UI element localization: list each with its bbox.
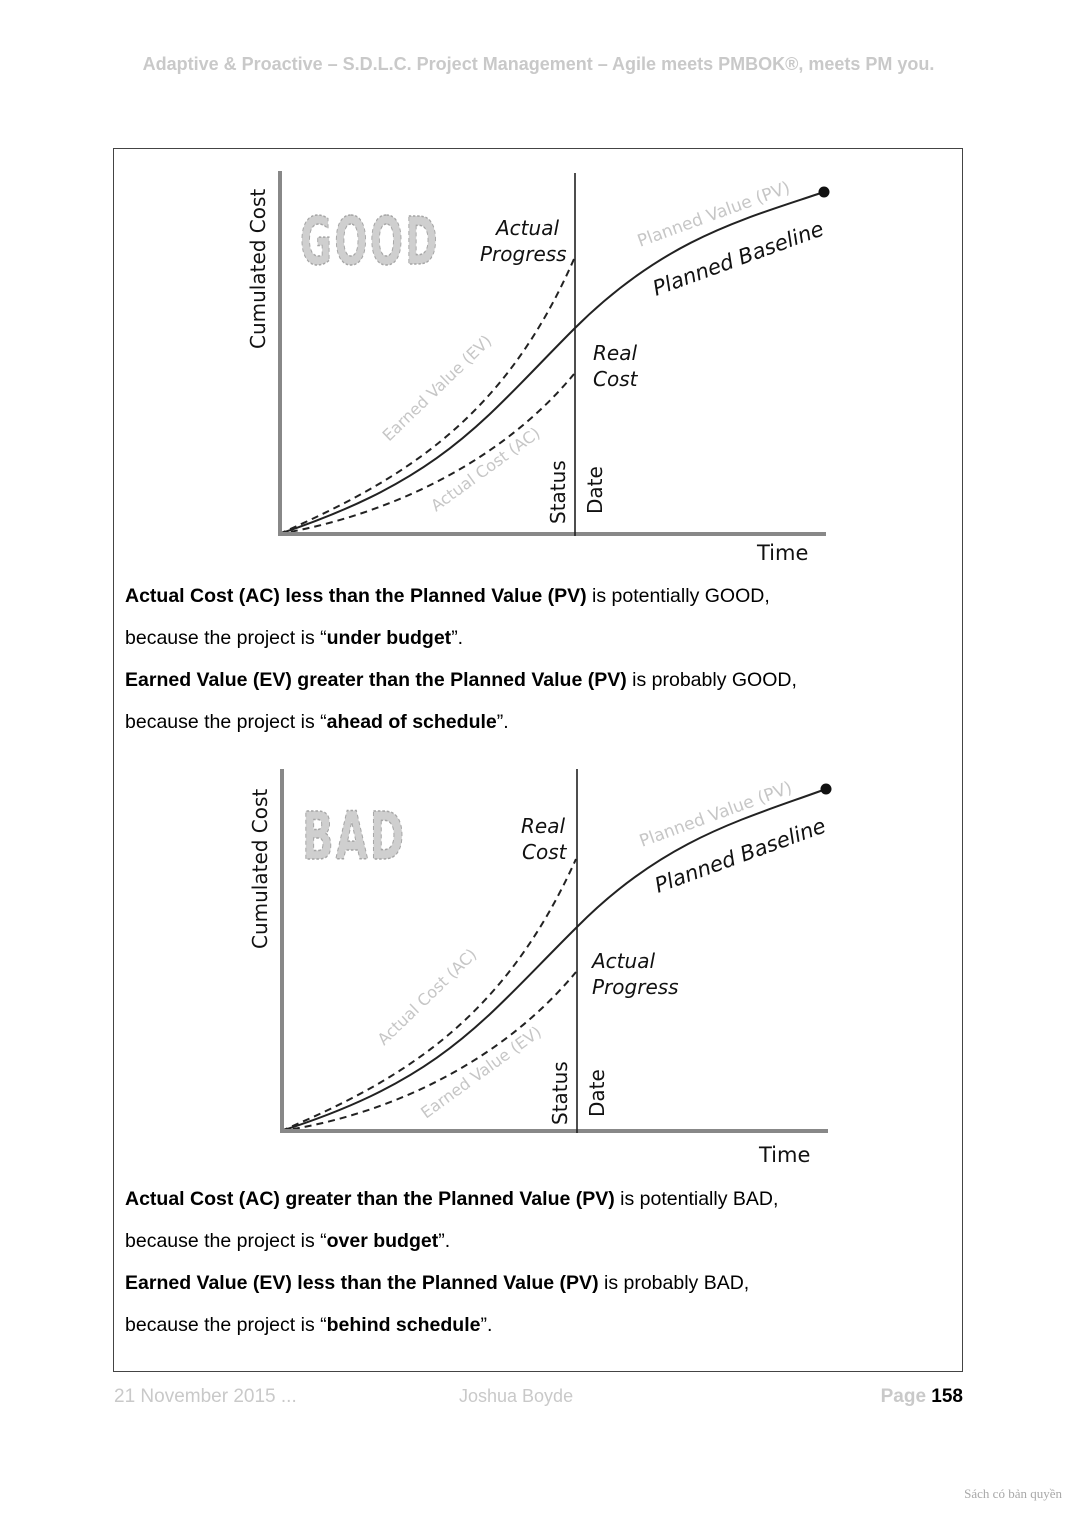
bad-line-4: because the project is “behind schedule”… (125, 1314, 493, 1336)
x-axis-label: Time (756, 541, 808, 565)
planned-baseline-curve (278, 191, 825, 535)
bad-line-1: Actual Cost (AC) greater than the Planne… (125, 1188, 779, 1210)
bad-stamp: BAD (302, 798, 406, 875)
baseline-end-dot (818, 186, 830, 198)
good-line-1: Actual Cost (AC) less than the Planned V… (125, 585, 770, 607)
bad-evm-figure: BAD Cumulated Cost Time Status Date Plan… (248, 769, 832, 1167)
lower-label-line2: Cost (593, 367, 639, 391)
running-header: Adaptive & Proactive – S.D.L.C. Project … (142, 54, 935, 74)
baseline-end-dot (820, 783, 832, 795)
good-evm-figure: GOOD Cumulated Cost Time Status Date Pla… (246, 171, 830, 565)
y-axis-label: Cumulated Cost (246, 189, 270, 349)
footer-date: 21 November 2015 ... (114, 1386, 297, 1407)
upper-label-line2: Cost (522, 840, 568, 864)
good-stamp: GOOD (300, 203, 440, 280)
upper-curve-label: Earned Value (EV) (379, 331, 496, 445)
lower-dashed-curve (278, 373, 575, 535)
good-line-2: because the project is “under budget”. (125, 627, 464, 649)
lower-curve-label: Earned Value (EV) (417, 1022, 545, 1122)
upper-label-line2: Progress (480, 242, 567, 266)
lower-label-line2: Progress (592, 975, 679, 999)
upper-curve-label: Actual Cost (AC) (374, 945, 481, 1049)
good-explanation: Actual Cost (AC) less than the Planned V… (125, 581, 945, 749)
footer-page-number: Page 158 (880, 1386, 963, 1407)
y-axis-label: Cumulated Cost (248, 789, 272, 949)
upper-dashed-curve (280, 858, 577, 1132)
upper-label-line1: Real (521, 814, 565, 838)
content-frame: GOOD Cumulated Cost Time Status Date Pla… (113, 148, 963, 1372)
footer-author: Joshua Boyde (459, 1386, 574, 1406)
good-line-4: because the project is “ahead of schedul… (125, 711, 509, 733)
date-label: Date (585, 1069, 609, 1117)
upper-dashed-curve (278, 258, 575, 535)
copyright-watermark: Sách có bản quyền (964, 1486, 1062, 1501)
lower-dashed-curve (280, 971, 577, 1132)
x-axis-label: Time (758, 1143, 810, 1167)
lower-label-line1: Real (593, 341, 637, 365)
good-line-3: Earned Value (EV) greater than the Plann… (125, 669, 797, 691)
status-label: Status (548, 1061, 572, 1125)
bad-line-3: Earned Value (EV) less than the Planned … (125, 1272, 750, 1294)
lower-label-line1: Actual (590, 949, 655, 973)
status-label: Status (546, 460, 570, 524)
date-label: Date (583, 466, 607, 514)
bad-line-2: because the project is “over budget”. (125, 1230, 451, 1252)
bad-explanation: Actual Cost (AC) greater than the Planne… (125, 1184, 945, 1352)
upper-label-line1: Actual (494, 216, 559, 240)
